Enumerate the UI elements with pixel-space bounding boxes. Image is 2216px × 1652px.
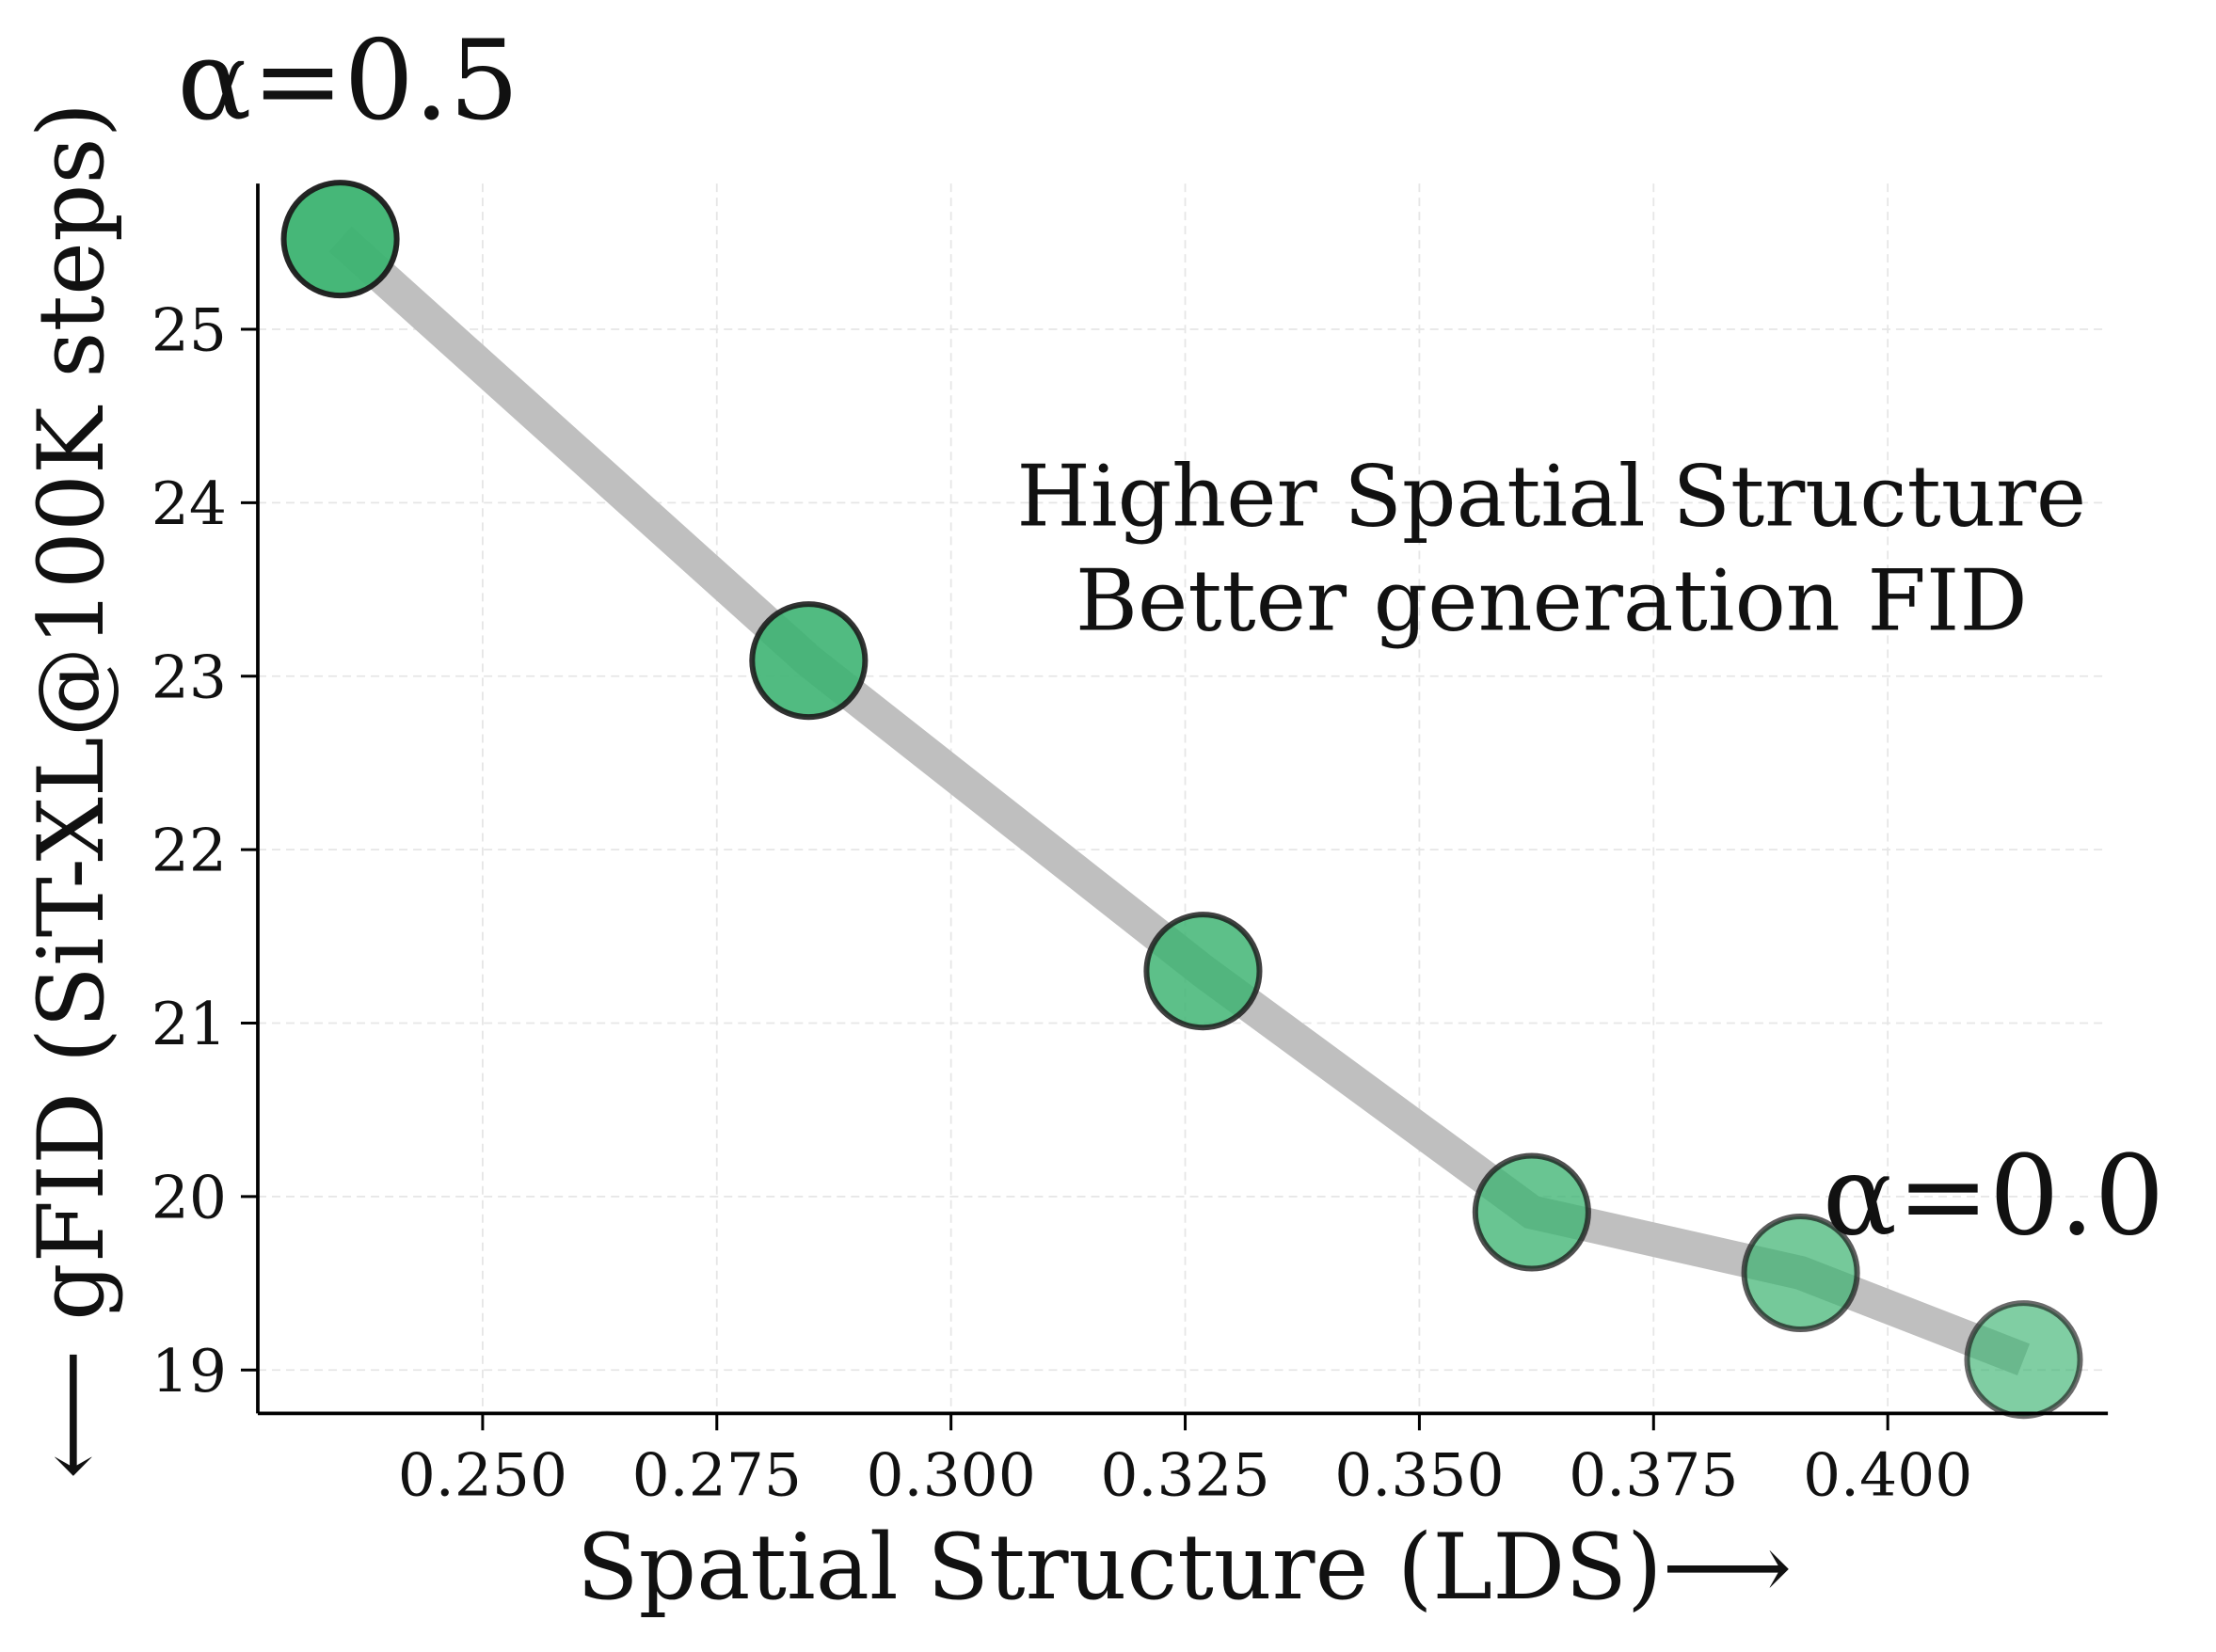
data-point <box>1143 912 1263 1031</box>
data-point <box>749 601 869 721</box>
y-tick-label: 19 <box>151 1336 227 1406</box>
y-tick-label: 22 <box>151 816 227 885</box>
x-tick-label: 0.275 <box>632 1439 802 1509</box>
data-point <box>280 180 400 299</box>
x-tick-label: 0.250 <box>398 1439 567 1509</box>
y-tick-label: 25 <box>151 295 227 365</box>
x-axis-label: Spatial Structure (LDS)⟶ <box>577 1515 1792 1620</box>
annotation-line-1: Higher Spatial Structure <box>1016 447 2086 546</box>
y-tick-label: 23 <box>151 642 227 711</box>
data-point <box>1472 1152 1591 1272</box>
x-tick-label: 0.325 <box>1100 1439 1269 1509</box>
annotation-line-2: Better generation FID <box>1076 551 2028 650</box>
y-axis-label: ⟵ gFID (SiT-XL@100K steps) <box>19 103 124 1479</box>
y-tick-label: 24 <box>151 469 227 538</box>
series <box>280 180 2083 1420</box>
x-axis-arrow: ⟶ <box>1662 1515 1792 1620</box>
x-tick-label: 0.375 <box>1569 1439 1738 1509</box>
y-tick-label: 21 <box>151 989 227 1058</box>
y-axis-label-text: gFID (SiT-XL@100K steps) <box>19 103 124 1321</box>
x-axis-label-text: Spatial Structure (LDS) <box>577 1515 1663 1620</box>
data-point <box>1741 1213 1860 1333</box>
x-tick-label: 0.300 <box>866 1439 1035 1509</box>
y-tick-label: 20 <box>151 1162 227 1231</box>
series-line <box>328 226 2031 1375</box>
alpha-end-label: α=0.0 <box>1823 1132 2164 1261</box>
alpha-start-label: α=0.5 <box>177 16 518 145</box>
y-axis-arrow: ⟵ <box>19 1349 124 1479</box>
x-tick-label: 0.400 <box>1803 1439 1972 1509</box>
ticks: 0.250 0.275 0.300 0.325 0.350 0.375 0.400 19 20 2… <box>151 295 1973 1510</box>
x-tick-label: 0.350 <box>1334 1439 1504 1509</box>
data-point <box>1964 1300 2083 1420</box>
